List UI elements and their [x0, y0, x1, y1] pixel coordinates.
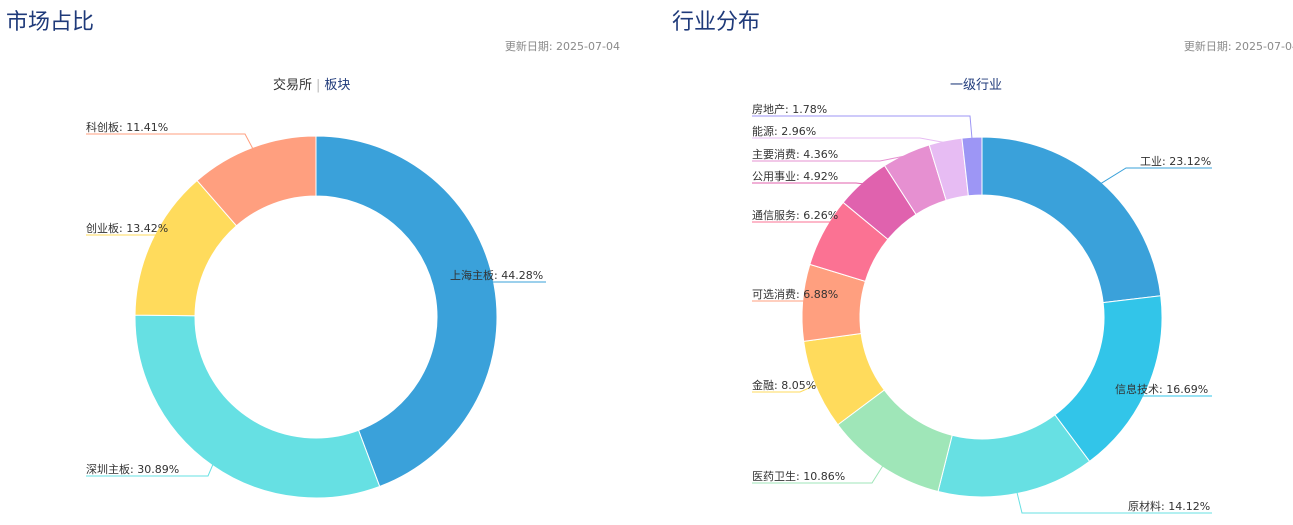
slice-label-7: 通信服务: 6.26%: [752, 209, 838, 222]
leader-line-3: [86, 234, 171, 243]
leader-line-2: [1110, 386, 1212, 397]
market-share-update-date: 更新日期: 2025-07-04: [504, 40, 620, 53]
industry-distribution-title: 行业分布: [672, 10, 761, 35]
slice-label-4: 科创板: 11.41%: [86, 120, 168, 134]
leader-line-4: [86, 133, 254, 150]
donut-slice-1[interactable]: [315, 135, 498, 488]
donut-slice-4[interactable]: [196, 135, 317, 227]
slice-label-6: 可选消费: 6.88%: [752, 287, 838, 301]
leader-line-6: [752, 300, 806, 303]
leader-line-7: [752, 221, 838, 234]
leader-line-2: [86, 463, 214, 477]
donut-slice-1[interactable]: [981, 136, 1162, 304]
donut-slice-2[interactable]: [134, 314, 381, 499]
market-share-title: 市场占比: [6, 10, 95, 35]
industry-distribution-panel: 行业分布 更新日期: 2025-07-04 一级行业 工业: 23.12% 信息技…: [666, 0, 1293, 525]
slice-label-1: 工业: 23.12%: [1140, 155, 1211, 168]
industry-distribution-update-date: 更新日期: 2025-07-04: [1183, 40, 1293, 53]
slice-label-8: 公用事业: 4.92%: [752, 170, 838, 183]
industry-donut-chart: 工业: 23.12% 信息技术: 16.69% 原材料: 14.12% 医药卫生: 1…: [752, 102, 1212, 514]
leader-line-11: [752, 115, 973, 140]
tab-level1-industry[interactable]: 一级行业: [950, 78, 1003, 93]
leader-line-8: [752, 182, 864, 185]
slice-label-2: 深圳主板: 30.89%: [86, 462, 179, 476]
slice-label-5: 金融: 8.05%: [752, 378, 816, 392]
leader-line-3: [1016, 491, 1212, 514]
industry-tabs: 一级行业: [950, 74, 1002, 93]
market-share-panel: 市场占比 更新日期: 2025-07-04 交易所 | 板块 上海主板: 44.28…: [0, 0, 640, 525]
slice-label-10: 能源: 2.96%: [752, 124, 816, 138]
slice-label-1: 上海主板: 44.28%: [450, 268, 543, 282]
leader-line-9: [752, 155, 908, 162]
tab-board[interactable]: 板块: [324, 78, 351, 93]
slice-label-9: 主要消费: 4.36%: [752, 147, 838, 161]
leader-line-10: [752, 137, 946, 144]
leader-line-1: [1099, 167, 1212, 185]
market-share-tabs: 交易所 | 板块: [273, 74, 350, 93]
leader-line-5: [752, 383, 818, 393]
slice-label-3: 创业板: 13.42%: [86, 221, 168, 235]
tab-exchange[interactable]: 交易所: [273, 78, 313, 93]
slice-label-2: 信息技术: 16.69%: [1115, 382, 1208, 396]
slice-label-4: 医药卫生: 10.86%: [752, 469, 845, 483]
market-share-donut-chart: 上海主板: 44.28% 深圳主板: 30.89% 创业板: 13.42% 科创板: …: [86, 120, 546, 499]
tab-separator: |: [316, 78, 321, 93]
slice-label-3: 原材料: 14.12%: [1128, 499, 1210, 513]
leader-line-1: [445, 281, 546, 286]
slice-label-11: 房地产: 1.78%: [752, 102, 827, 116]
donut-slice-11[interactable]: [961, 136, 983, 197]
leader-line-4: [752, 464, 884, 484]
